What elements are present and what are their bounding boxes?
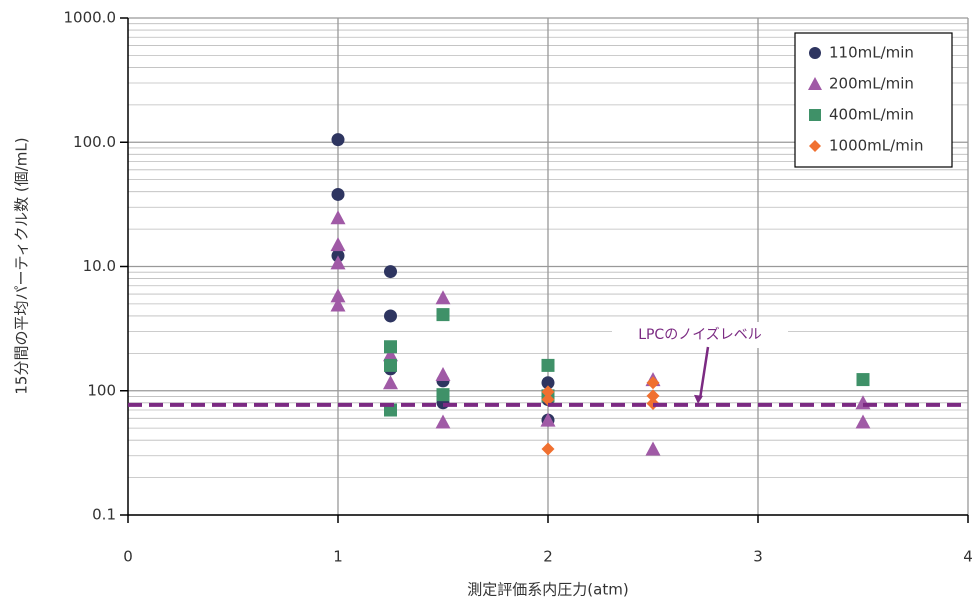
annotation-box <box>612 322 788 348</box>
point <box>330 288 346 303</box>
x-tick-label: 3 <box>753 548 763 566</box>
y-tick-label: 100 <box>87 381 116 399</box>
x-axis-label: 測定評価系内圧力(atm) <box>467 581 628 599</box>
y-tick-label: 0.1 <box>92 506 116 524</box>
point <box>541 385 555 399</box>
point <box>855 414 871 429</box>
point <box>383 347 398 362</box>
x-tick-label: 4 <box>963 548 972 566</box>
point <box>383 375 398 390</box>
point <box>435 367 451 382</box>
y-axis-label: 15分間の平均パーティクル数 (個/mL) <box>13 137 31 394</box>
point <box>330 210 346 225</box>
point <box>855 395 871 410</box>
legend-label: 400mL/min <box>829 106 914 124</box>
point <box>645 441 661 456</box>
x-tick-label: 2 <box>543 548 553 566</box>
annotation: LPCのノイズレベル <box>638 327 762 343</box>
y-tick-label: 10.0 <box>83 257 116 275</box>
y-tick-label: 100.0 <box>73 133 116 151</box>
legend-marker <box>809 109 821 121</box>
annotation-arrowhead <box>694 394 703 404</box>
point <box>330 297 346 312</box>
point <box>384 265 397 279</box>
y-tick-label: 1000.0 <box>64 9 117 27</box>
point <box>436 308 450 322</box>
point <box>856 373 870 387</box>
legend-label: 110mL/min <box>829 44 914 62</box>
legend-label: 200mL/min <box>829 75 914 93</box>
point <box>330 237 346 252</box>
point <box>436 388 450 402</box>
point <box>384 309 397 323</box>
legend-marker <box>809 140 821 152</box>
point <box>541 358 555 372</box>
point <box>384 340 397 354</box>
point <box>384 358 397 372</box>
point <box>331 133 345 147</box>
point <box>541 376 555 390</box>
point <box>331 187 345 201</box>
annotation-arrow <box>698 346 710 400</box>
point <box>435 414 451 429</box>
point <box>646 389 660 403</box>
point <box>435 290 451 305</box>
legend-marker <box>809 47 821 59</box>
legend-box <box>794 32 953 168</box>
x-tick-label: 0 <box>123 548 133 566</box>
point <box>540 412 556 427</box>
point <box>646 376 660 390</box>
legend-label: 1000mL/min <box>829 137 923 155</box>
legend-marker <box>808 77 822 90</box>
point <box>541 442 555 456</box>
point <box>330 255 346 270</box>
x-tick-label: 1 <box>333 548 343 566</box>
point <box>541 393 555 407</box>
